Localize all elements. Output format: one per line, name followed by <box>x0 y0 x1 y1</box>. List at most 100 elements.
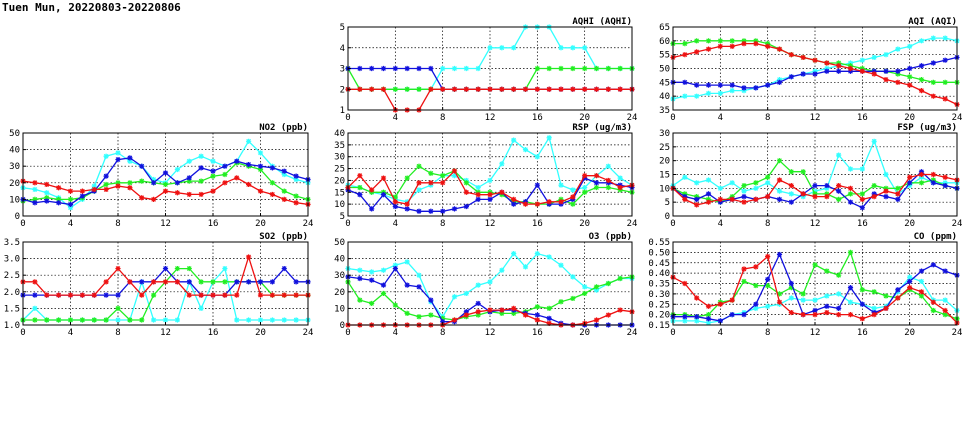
data-point <box>836 305 842 311</box>
x-tick-label: 16 <box>208 328 219 338</box>
data-point <box>451 317 458 323</box>
data-point <box>32 305 38 311</box>
data-point <box>729 180 735 186</box>
data-point <box>522 201 529 207</box>
data-point <box>717 301 723 307</box>
data-point <box>765 43 771 49</box>
data-point <box>717 90 723 96</box>
data-point <box>729 196 735 202</box>
data-point <box>570 65 576 72</box>
data-point <box>451 86 458 92</box>
y-tick-label: 30 <box>334 153 345 163</box>
data-point <box>582 65 588 72</box>
data-point <box>776 79 783 85</box>
data-point <box>210 168 216 174</box>
data-point <box>416 284 422 290</box>
data-point <box>392 86 398 92</box>
data-point <box>682 52 688 58</box>
data-point <box>186 292 192 298</box>
x-tick-label: 24 <box>952 328 963 338</box>
data-point <box>257 292 264 298</box>
data-point <box>463 290 469 297</box>
data-point <box>705 38 712 44</box>
x-tick-label: 20 <box>904 328 915 338</box>
data-point <box>257 150 264 156</box>
x-tick-label: 0 <box>670 328 675 338</box>
data-point <box>380 282 387 288</box>
x-tick-label: 20 <box>579 328 590 338</box>
data-point <box>210 279 216 285</box>
data-point <box>103 186 109 193</box>
data-point <box>776 291 783 297</box>
data-point <box>32 292 38 298</box>
data-point <box>717 185 723 191</box>
data-point <box>883 52 889 58</box>
data-point <box>44 198 50 204</box>
data-point <box>246 161 252 168</box>
data-point <box>404 175 410 181</box>
data-point <box>487 196 493 202</box>
y-tick-label: 0.45 <box>648 259 670 269</box>
data-point <box>570 86 576 92</box>
data-point <box>812 182 818 189</box>
data-point <box>475 312 481 318</box>
data-point <box>416 187 422 193</box>
data-point <box>907 82 913 88</box>
data-point <box>91 292 97 298</box>
data-point <box>741 278 747 285</box>
data-point <box>582 45 588 51</box>
data-point <box>753 185 759 191</box>
x-tick-label: 4 <box>718 328 723 338</box>
data-point <box>222 180 228 186</box>
data-point <box>907 278 913 285</box>
y-tick-label: 2 <box>340 85 345 95</box>
data-point <box>416 272 422 278</box>
data-point <box>605 163 611 169</box>
y-tick-label: 1 <box>340 106 345 116</box>
data-point <box>741 41 747 47</box>
data-point <box>558 86 564 92</box>
data-point <box>463 189 469 195</box>
data-point <box>357 192 363 198</box>
y-tick-label: 20 <box>334 176 345 186</box>
data-point <box>717 38 723 44</box>
data-point <box>56 196 62 202</box>
data-point <box>942 96 948 102</box>
data-point <box>392 203 398 210</box>
data-point <box>79 193 85 199</box>
data-point <box>463 86 469 92</box>
data-point <box>546 65 552 72</box>
y-tick-label: 1.5 <box>4 304 20 314</box>
data-point <box>139 178 145 184</box>
data-point <box>115 183 121 189</box>
data-point <box>546 320 552 326</box>
data-point <box>883 68 889 74</box>
data-point <box>582 184 588 191</box>
data-point <box>812 188 818 194</box>
data-point <box>824 65 830 72</box>
data-point <box>942 182 948 189</box>
y-tick-label: 20 <box>9 179 20 189</box>
data-point <box>617 307 623 313</box>
data-point <box>871 138 877 144</box>
data-point <box>824 293 830 299</box>
x-tick-label: 8 <box>115 328 120 338</box>
data-point <box>56 200 62 206</box>
data-point <box>428 65 434 72</box>
data-point <box>741 266 747 272</box>
x-tick-label: 12 <box>810 219 821 229</box>
data-point <box>729 38 735 44</box>
data-point <box>729 194 735 200</box>
x-tick-label: 20 <box>904 219 915 229</box>
data-point <box>617 86 623 92</box>
data-point <box>210 188 216 194</box>
data-point <box>753 41 759 47</box>
data-point <box>32 279 38 285</box>
data-point <box>198 165 204 171</box>
data-point <box>582 86 588 92</box>
data-point <box>753 180 759 186</box>
data-point <box>499 86 505 92</box>
series-red <box>20 254 311 298</box>
data-point <box>570 201 576 207</box>
series-red <box>670 171 960 208</box>
